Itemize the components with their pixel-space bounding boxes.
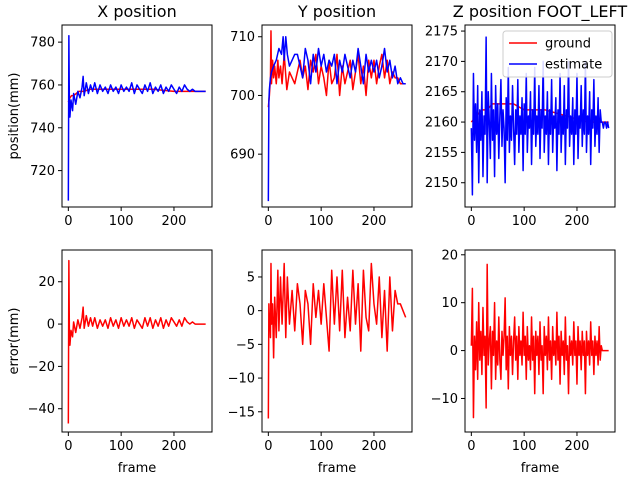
x-tick-label: 100 xyxy=(109,214,134,229)
x-tick-label: 0 xyxy=(264,214,272,229)
subplot-title: Y position xyxy=(297,2,376,21)
y-tick-label: 0 xyxy=(247,304,255,319)
x-tick-label: 200 xyxy=(362,214,387,229)
x-axis-label: frame xyxy=(318,461,357,476)
subplot-title: X position xyxy=(97,2,176,21)
series-line-estimate xyxy=(267,35,406,202)
y-tick-label: 690 xyxy=(230,148,255,163)
y-tick-label: 20 xyxy=(38,275,55,290)
series-line-error xyxy=(267,262,407,419)
y-tick-label: 760 xyxy=(30,78,55,93)
y-tick-label: −10 xyxy=(431,392,458,407)
x-tick-label: 200 xyxy=(565,214,590,229)
y-tick-label: 780 xyxy=(30,36,55,51)
y-tick-label: 0 xyxy=(450,344,458,359)
x-tick-label: 0 xyxy=(467,439,475,454)
y-tick-label: 710 xyxy=(230,30,255,45)
y-tick-label: 10 xyxy=(441,296,458,311)
x-tick-label: 100 xyxy=(512,439,537,454)
y-tick-label: 2170 xyxy=(425,55,458,70)
legend-label-ground: ground xyxy=(545,37,591,52)
subplot-title: Z position FOOT_LEFT xyxy=(453,2,628,22)
y-tick-label: 5 xyxy=(247,270,255,285)
legend-label-estimate: estimate xyxy=(545,58,602,73)
y-tick-label: 720 xyxy=(30,164,55,179)
series-line-error xyxy=(67,259,206,424)
y-tick-label: 2160 xyxy=(425,116,458,131)
axes-frame xyxy=(261,249,413,433)
y-tick-label: −15 xyxy=(228,405,255,420)
y-tick-label: 0 xyxy=(47,318,55,333)
axes-frame xyxy=(464,24,616,208)
y-tick-label: −40 xyxy=(28,402,55,417)
y-tick-label: 20 xyxy=(441,248,458,263)
series-line-ground xyxy=(267,30,406,108)
y-tick-label: 2155 xyxy=(425,146,458,161)
y-tick-label: 700 xyxy=(230,89,255,104)
axes-frame xyxy=(464,249,616,433)
legend: ground estimate xyxy=(502,30,613,78)
y-tick-label: 2165 xyxy=(425,85,458,100)
x-tick-label: 0 xyxy=(64,214,72,229)
x-tick-label: 100 xyxy=(109,439,134,454)
x-tick-label: 100 xyxy=(512,214,537,229)
x-tick-label: 0 xyxy=(264,439,272,454)
axes-frame xyxy=(61,249,213,433)
x-tick-label: 200 xyxy=(362,439,387,454)
series-line-error xyxy=(470,263,609,419)
series-line-estimate xyxy=(67,34,206,201)
axes-frame xyxy=(261,24,413,208)
y-tick-label: 2175 xyxy=(425,25,458,40)
y-tick-label: −5 xyxy=(236,338,255,353)
y-axis-label: position(mm) xyxy=(7,73,22,160)
y-tick-label: 2150 xyxy=(425,176,458,191)
x-tick-label: 100 xyxy=(309,214,334,229)
y-tick-label: −10 xyxy=(228,372,255,387)
y-tick-label: −20 xyxy=(28,360,55,375)
subplot-x-error: 0 100 200 −40 −20 0 20 frame error(mm) xyxy=(7,249,213,476)
subplot-z-error: 0 100 200 −10 0 10 20 frame xyxy=(431,248,616,476)
x-tick-label: 0 xyxy=(64,439,72,454)
y-tick-label: 740 xyxy=(30,121,55,136)
x-tick-label: 0 xyxy=(467,214,475,229)
x-axis-label: frame xyxy=(521,461,560,476)
x-tick-label: 200 xyxy=(162,439,187,454)
subplot-y-position: 0 100 200 690 700 710 Y position xyxy=(230,2,413,229)
subplot-z-position: 0 100 200 2150 2155 2160 2165 2170 2175 Z positio… xyxy=(425,2,628,229)
series-line-estimate xyxy=(470,36,610,196)
y-axis-label: error(mm) xyxy=(7,308,22,375)
subplot-y-error: 0 100 200 −15 −10 −5 0 5 frame xyxy=(228,249,413,476)
axes-frame xyxy=(61,24,213,208)
subplot-x-position: 0 100 200 720 740 760 780 X position position(mm… xyxy=(7,2,213,229)
x-tick-label: 200 xyxy=(565,439,590,454)
x-tick-label: 200 xyxy=(162,214,187,229)
x-tick-label: 100 xyxy=(309,439,334,454)
x-axis-label: frame xyxy=(118,461,157,476)
